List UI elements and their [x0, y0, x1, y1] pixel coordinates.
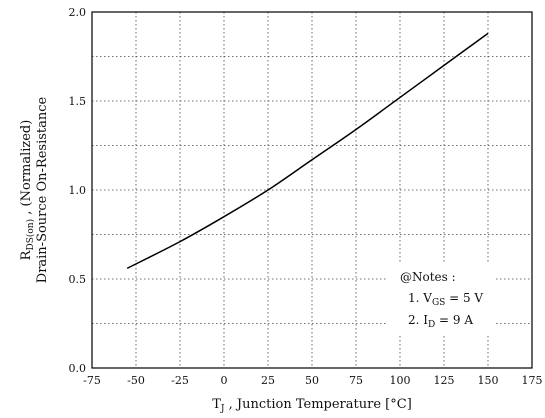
- notes-background: [386, 262, 494, 336]
- y-axis-title-line-2: Drain-Source On-Resistance: [35, 96, 50, 283]
- y-tick-label: 1.5: [69, 95, 87, 108]
- x-axis-title: TJ , Junction Temperature [°C]: [212, 397, 412, 414]
- y-tick-label: 2.0: [69, 6, 87, 19]
- notes-line-1: 1. VGS = 5 V: [408, 291, 483, 308]
- x-tick-label: -50: [127, 374, 145, 387]
- y-tick-label: 0.5: [69, 273, 87, 286]
- notes-box: @Notes : 1. VGS = 5 V 2. ID = 9 A: [386, 262, 494, 336]
- x-tick-label: 0: [221, 374, 228, 387]
- series-layer: [126, 32, 489, 269]
- y-axis-title-line-1: RDS(on) , (Normalized): [19, 120, 36, 261]
- notes-title: @Notes :: [400, 270, 456, 284]
- notes-line-2: 2. ID = 9 A: [408, 313, 473, 330]
- x-tick-label: -75: [83, 374, 101, 387]
- x-tick-label: -25: [171, 374, 189, 387]
- x-tick-label: 175: [522, 374, 543, 387]
- x-tick-label: 50: [305, 374, 319, 387]
- x-tick-label: 150: [478, 374, 499, 387]
- y-tick-label: 1.0: [69, 184, 87, 197]
- x-tick-label: 25: [261, 374, 275, 387]
- series-line: [126, 32, 489, 269]
- tick-labels: -75 -50 -25 0 25 50 75 100 125 150 175 0.0 0.5 1.0 1.5…: [69, 6, 543, 387]
- x-tick-label: 100: [390, 374, 411, 387]
- x-tick-label: 125: [434, 374, 455, 387]
- y-tick-label: 0.0: [69, 362, 87, 375]
- x-tick-label: 75: [349, 374, 363, 387]
- plot-frame: [91, 11, 533, 369]
